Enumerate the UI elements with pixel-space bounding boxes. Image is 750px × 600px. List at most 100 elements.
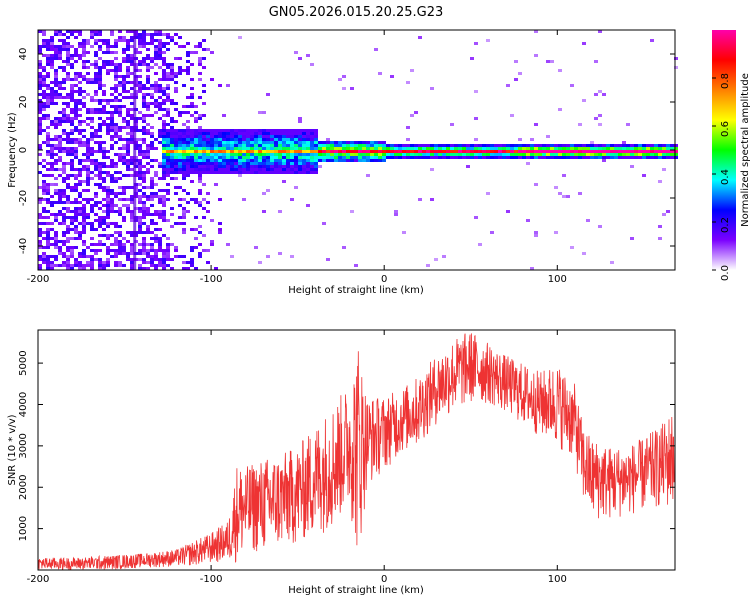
spectrogram-cell	[102, 66, 106, 69]
spectrogram-cell	[158, 117, 162, 120]
spectrogram-cell	[230, 141, 234, 144]
spectrogram-cell	[194, 201, 198, 204]
spectrogram-cell	[50, 201, 54, 204]
spectrogram-cell	[46, 255, 50, 258]
spectrogram-cell	[158, 216, 162, 219]
spectrogram-cell	[422, 150, 426, 153]
spectrogram-cell	[558, 192, 562, 195]
spectrogram-cell	[122, 204, 126, 207]
spectrogram-cell	[98, 243, 102, 246]
spectrogram-cell	[518, 72, 522, 75]
spectrogram-cell	[110, 255, 114, 258]
spectrogram-cell	[50, 60, 54, 63]
spectrogram-cell	[50, 48, 54, 51]
spectrogram-cell	[194, 216, 198, 219]
spectrogram-cell	[306, 150, 310, 153]
spectrogram-cell	[266, 153, 270, 156]
spectrogram-cell	[42, 66, 46, 69]
spectrogram-cell	[282, 135, 286, 138]
spectrogram-cell	[278, 252, 282, 255]
spectrogram-cell	[162, 249, 166, 252]
spectrogram-cell	[198, 225, 202, 228]
spectrogram-cell	[202, 102, 206, 105]
spectrogram-cell	[94, 42, 98, 45]
spectrogram-cell	[122, 120, 126, 123]
spectrogram-cell	[98, 30, 102, 33]
spectrogram-cell	[142, 150, 146, 153]
spectrogram-cell	[114, 180, 118, 183]
spectrogram-cell	[634, 147, 638, 150]
spectrogram-cell	[66, 267, 70, 270]
spectrogram-cell	[250, 162, 254, 165]
spectrogram-cell	[386, 147, 390, 150]
spectrogram-cell	[206, 129, 210, 132]
colorbar-tick-label: 0.8	[720, 73, 731, 89]
spectrogram-cell	[114, 66, 118, 69]
spectrogram-cell	[82, 252, 86, 255]
spectrogram-cell	[66, 255, 70, 258]
spectrogram-cell	[362, 156, 366, 159]
spectrogram-cell	[66, 78, 70, 81]
spectrogram-cell	[618, 147, 622, 150]
spectrogram-cell	[386, 156, 390, 159]
spectrogram-cell	[270, 168, 274, 171]
spectrogram-cell	[162, 144, 166, 147]
spectrogram-cell	[430, 153, 434, 156]
spectrogram-cell	[166, 264, 170, 267]
spectrogram-cell	[294, 135, 298, 138]
spectrogram-cell	[82, 243, 86, 246]
spectrogram-cell	[578, 156, 582, 159]
spectrogram-cell	[194, 147, 198, 150]
spectrogram-cell	[106, 48, 110, 51]
spectrogram-cell	[438, 156, 442, 159]
spectrogram-cell	[310, 150, 314, 153]
spectrogram-cell	[74, 78, 78, 81]
spectrogram-cell	[466, 150, 470, 153]
spectrogram-cell	[310, 162, 314, 165]
spectrogram-cell	[106, 261, 110, 264]
spectrogram-cell	[186, 162, 190, 165]
spectrogram-cell	[210, 168, 214, 171]
spectrogram-cell	[46, 201, 50, 204]
spectrogram-cell	[54, 258, 58, 261]
spectrogram-cell	[122, 159, 126, 162]
spectrogram-cell	[506, 153, 510, 156]
spectrogram-cell	[162, 171, 166, 174]
spectrogram-cell	[86, 138, 90, 141]
spectrogram-cell	[130, 174, 134, 177]
spectrogram-cell	[86, 147, 90, 150]
spectrogram-cell	[298, 144, 302, 147]
y-tick-label: -40	[18, 238, 29, 254]
spectrogram-cell	[170, 141, 174, 144]
spectrogram-cell	[186, 132, 190, 135]
spectrogram-cell	[298, 159, 302, 162]
spectrogram-cell	[86, 93, 90, 96]
spectrogram-cell	[266, 93, 270, 96]
spectrogram-cell	[342, 246, 346, 249]
spectrogram-cell	[182, 141, 186, 144]
spectrogram-cell	[370, 150, 374, 153]
spectrogram-cell	[394, 147, 398, 150]
spectrogram-cell	[86, 42, 90, 45]
spectrogram-cell	[266, 147, 270, 150]
spectrogram-cell	[230, 132, 234, 135]
spectrogram-cell	[534, 147, 538, 150]
spectrogram-cell	[326, 144, 330, 147]
spectrogram-cell	[194, 141, 198, 144]
spectrogram-cell	[366, 147, 370, 150]
spectrogram-cell	[150, 84, 154, 87]
spectrogram-cell	[70, 219, 74, 222]
spectrogram-cell	[86, 189, 90, 192]
spectrogram-cell	[182, 153, 186, 156]
spectrogram-cell	[118, 243, 122, 246]
spectrogram-cell	[278, 141, 282, 144]
spectrogram-cell	[110, 234, 114, 237]
spectrogram-cell	[118, 99, 122, 102]
spectrogram-cell	[222, 144, 226, 147]
spectrogram-cell	[86, 117, 90, 120]
spectrogram-cell	[358, 150, 362, 153]
spectrogram-cell	[162, 201, 166, 204]
spectrogram-cell	[402, 144, 406, 147]
spectrogram-cell	[574, 147, 578, 150]
